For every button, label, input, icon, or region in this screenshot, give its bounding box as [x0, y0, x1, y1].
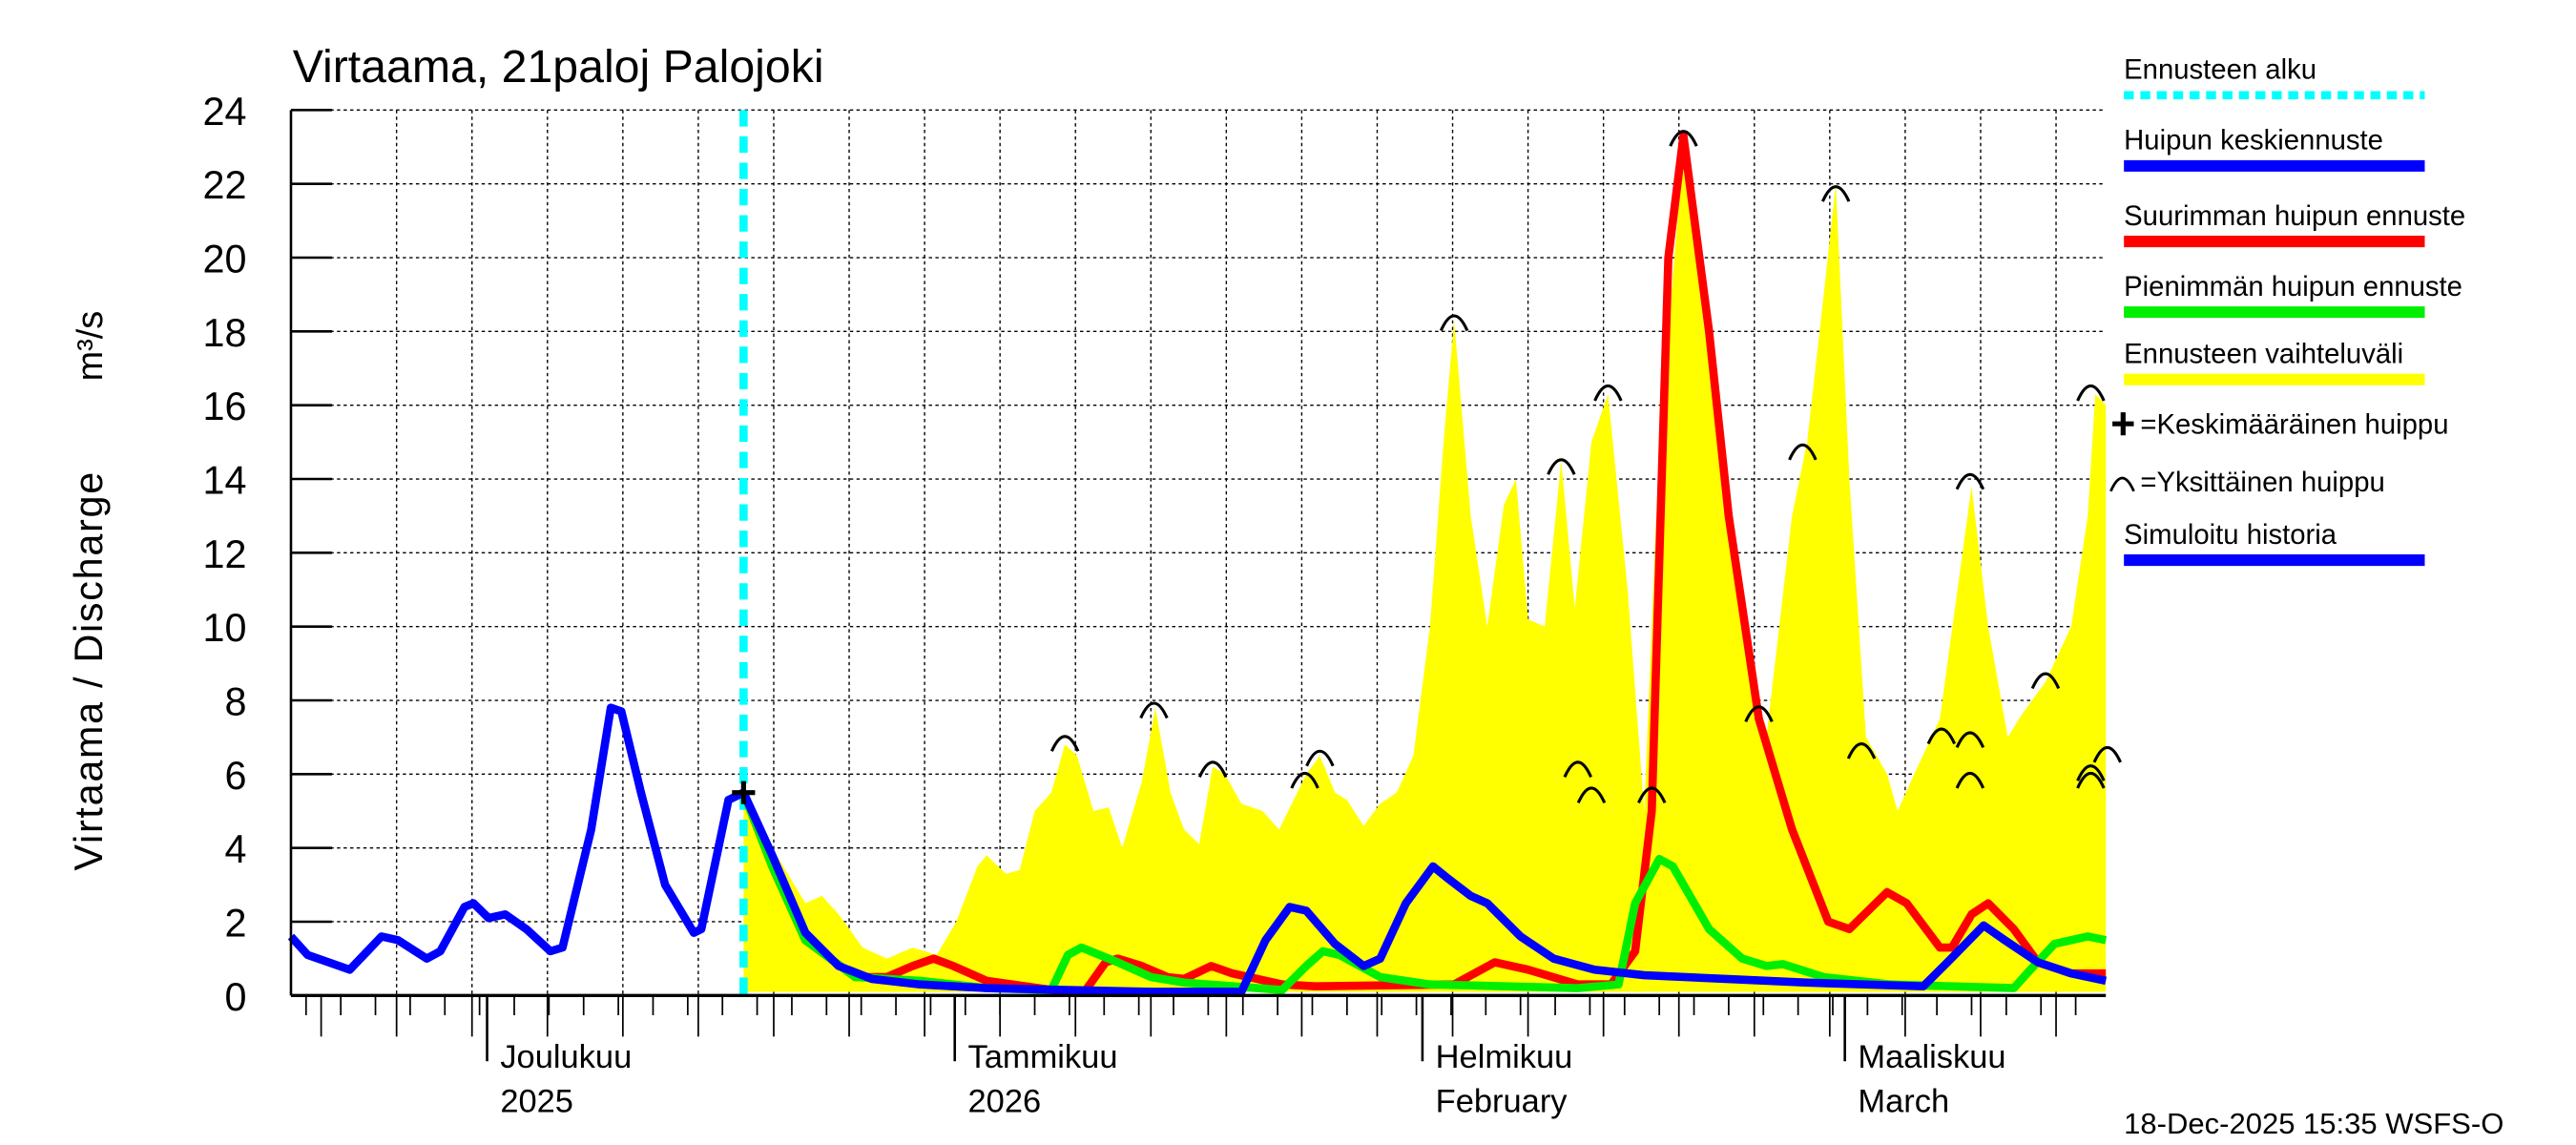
band-area	[743, 147, 2107, 992]
peak-arc-marker	[2076, 771, 2106, 789]
year-label: February	[1436, 1084, 1568, 1120]
y-tick-label: 4	[224, 827, 246, 871]
peak-arc-marker	[1637, 786, 1667, 804]
month-label: Maaliskuu	[1858, 1039, 2005, 1075]
peak-arc-marker	[1744, 705, 1774, 722]
legend-label: Ennusteen vaihteluväli	[2124, 339, 2403, 369]
peak-arc-marker	[1197, 760, 1228, 778]
peak-arc-marker	[1820, 185, 1851, 202]
peak-arc-marker	[2092, 745, 2122, 763]
month-label: Helmikuu	[1436, 1039, 1573, 1075]
mean-peak-marker	[732, 781, 756, 804]
peak-arc-marker	[2030, 672, 2061, 690]
legend-arc-icon	[2109, 476, 2135, 492]
y-tick-label: 24	[202, 90, 246, 134]
peak-arc-marker	[1576, 786, 1607, 804]
legend-label: Simuloitu historia	[2124, 520, 2337, 551]
y-axis-label: Virtaama / Discharge	[67, 470, 111, 870]
peak-arc-marker	[1593, 384, 1623, 402]
year-label: 2025	[500, 1084, 573, 1120]
y-tick-label: 16	[202, 385, 246, 428]
y-tick-label: 18	[202, 311, 246, 355]
legend-label: Huipun keskiennuste	[2124, 126, 2383, 156]
series-lines	[287, 110, 2108, 996]
month-labels: Joulukuu 2025 Tammikuu 2026 Helmikuu February…	[500, 1039, 2005, 1119]
axes	[289, 109, 2107, 1062]
series-line-huipun-keskiennuste	[739, 790, 2108, 996]
y-tick-label: 20	[202, 238, 246, 281]
legend-label: Ennusteen alku	[2124, 55, 2316, 86]
peak-markers	[732, 130, 2122, 804]
peak-arc-marker	[1788, 443, 1818, 461]
legend-label: =Keskimääräinen huippu	[2140, 410, 2448, 441]
peak-arc-marker	[2076, 764, 2106, 781]
year-label: 2026	[968, 1084, 1042, 1120]
chart-title: Virtaama, 21paloj Palojoki	[293, 41, 824, 93]
y-tick-label: 12	[202, 532, 246, 576]
month-label: Joulukuu	[500, 1039, 632, 1075]
peak-arc-marker	[1439, 314, 1469, 332]
y-tick-label: 14	[202, 459, 246, 503]
y-tick-label: 10	[202, 606, 246, 650]
peak-arc-marker	[1669, 130, 1698, 147]
peak-arc-marker	[1547, 458, 1576, 475]
legend-label: Suurimman huipun ennuste	[2124, 201, 2465, 232]
y-tick-label: 8	[224, 680, 246, 724]
peak-arc-marker	[1139, 701, 1169, 719]
forecast-range-band	[743, 147, 2107, 992]
month-label: Tammikuu	[968, 1039, 1118, 1075]
peak-arc-marker	[1049, 735, 1080, 752]
series-line-simuloitu-historia	[287, 703, 746, 974]
peak-arc-marker	[1563, 760, 1592, 778]
peak-arc-marker	[1955, 472, 1985, 490]
y-tick-label: 0	[224, 975, 246, 1019]
y-tick-label: 2	[224, 902, 246, 946]
peak-arc-marker	[1955, 731, 1985, 749]
peak-arc-marker	[1926, 727, 1957, 745]
series-line-suurimman-huipun-ennuste	[739, 132, 2107, 996]
legend-label: Pienimmän huipun ennuste	[2124, 272, 2462, 302]
peak-arc-marker	[2076, 384, 2106, 402]
y-tick-label: 6	[224, 754, 246, 798]
peak-arc-marker	[1846, 742, 1877, 760]
legend-label: =Yksittäinen huippu	[2140, 468, 2384, 498]
peak-arc-marker	[1955, 771, 1985, 789]
footer-timestamp: 18-Dec-2025 15:35 WSFS-O	[2124, 1107, 2503, 1140]
year-label: March	[1858, 1084, 1949, 1120]
peak-arc-marker	[1290, 771, 1319, 789]
y-axis-unit: m³/s	[71, 311, 111, 382]
peak-arc-marker	[1305, 749, 1335, 767]
y-tick-label: 22	[202, 163, 246, 207]
legend: Ennusteen alku Huipun keskiennuste Suurimm…	[2109, 55, 2465, 567]
legend-plus-icon	[2112, 412, 2134, 436]
